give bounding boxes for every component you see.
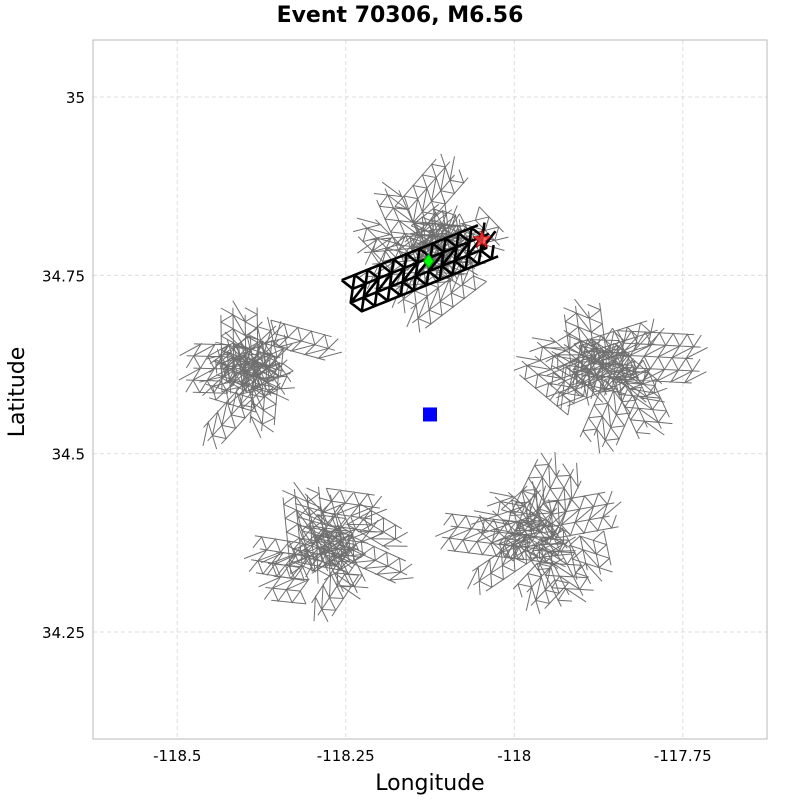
ruptured-section xyxy=(340,222,499,313)
mesh-panel xyxy=(311,559,360,623)
mesh-panel xyxy=(568,530,613,582)
mesh-panel xyxy=(202,368,274,450)
fault-cluster xyxy=(243,481,414,623)
x-tick-label: -118 xyxy=(497,747,531,765)
mesh-panel xyxy=(243,535,310,581)
y-tick-label: 34.5 xyxy=(52,446,85,464)
mesh-panel xyxy=(340,222,499,313)
grid xyxy=(93,40,767,739)
mesh-panel xyxy=(224,343,291,396)
mesh-panel xyxy=(563,298,607,364)
mesh-panel xyxy=(178,342,231,394)
chart-title: Event 70306, M6.56 xyxy=(277,3,524,28)
mesh-panel xyxy=(513,508,576,569)
x-axis-ticks: -118.5 -118.25 -118 -117.75 xyxy=(153,747,712,765)
mesh-panel xyxy=(373,181,432,271)
hypocenter-marker xyxy=(423,253,435,269)
fault-cluster xyxy=(178,300,343,450)
mesh-panel xyxy=(512,562,569,614)
mesh-panel xyxy=(323,528,414,584)
fault-cluster xyxy=(435,451,622,614)
mesh-panel xyxy=(459,206,509,251)
x-tick-label: -118.5 xyxy=(153,747,201,765)
y-axis-ticks: 34.25 34.5 34.75 35 xyxy=(42,89,85,642)
x-tick-label: -117.75 xyxy=(654,747,712,765)
mesh-panel xyxy=(345,503,408,550)
x-tick-label: -118.25 xyxy=(317,747,375,765)
mesh-panel xyxy=(308,505,362,572)
mesh-panel xyxy=(262,319,343,361)
x-axis-label: Longitude xyxy=(375,771,484,796)
plot-frame xyxy=(92,39,768,740)
y-tick-label: 35 xyxy=(66,89,85,107)
mesh-panel xyxy=(613,330,708,384)
mesh-panel xyxy=(567,339,619,406)
mesh-panel xyxy=(542,490,622,539)
mesh-panel xyxy=(209,334,277,394)
y-axis-label: Latitude xyxy=(5,347,30,438)
markers xyxy=(423,229,492,422)
mesh-panel xyxy=(579,375,642,454)
mesh-panel xyxy=(394,153,469,226)
epicenter-marker xyxy=(472,229,492,249)
site-marker xyxy=(423,407,437,422)
y-tick-label: 34.75 xyxy=(42,267,85,285)
y-tick-label: 34.25 xyxy=(42,624,85,642)
fault-cluster xyxy=(513,298,708,454)
